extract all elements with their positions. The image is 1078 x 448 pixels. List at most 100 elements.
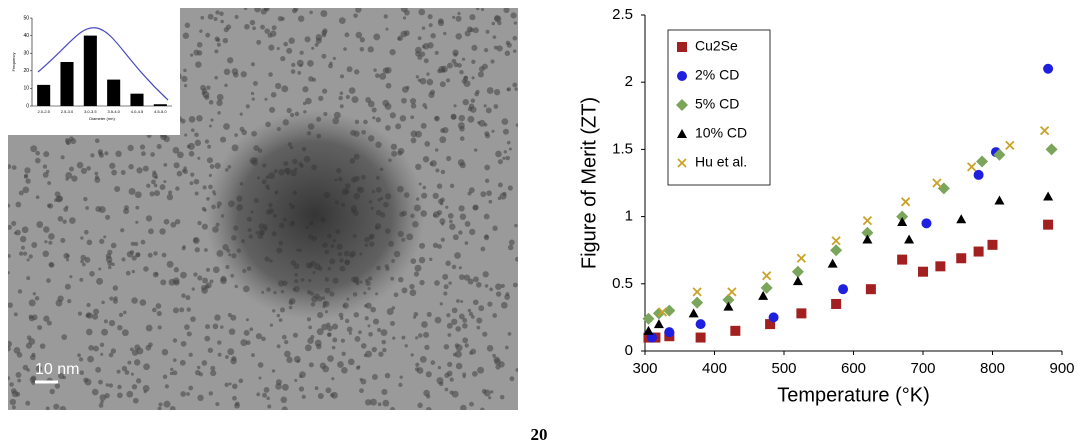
particle (468, 187, 475, 194)
particle (446, 322, 453, 329)
x-tick-label: 2.0-2.5 (37, 109, 50, 114)
particle (250, 91, 255, 96)
particle (373, 68, 377, 72)
particle (243, 329, 250, 336)
particle (227, 312, 232, 318)
particle (409, 289, 417, 297)
particle (329, 61, 333, 66)
particle (103, 319, 108, 324)
particle (168, 190, 173, 195)
particle (172, 358, 177, 362)
particle (409, 97, 417, 105)
particle (212, 266, 220, 274)
particle (424, 106, 428, 110)
particle (436, 377, 444, 385)
particle (390, 320, 396, 326)
particle (434, 280, 440, 286)
particle (199, 29, 203, 33)
particle (386, 308, 394, 316)
particle (483, 234, 490, 241)
marker (827, 258, 838, 268)
particle (457, 11, 461, 16)
particle (427, 14, 433, 20)
particle (318, 95, 324, 102)
particle (35, 150, 41, 156)
particle (414, 264, 422, 272)
legend-label: 5% CD (695, 96, 739, 112)
particle (493, 104, 499, 109)
particle (224, 355, 229, 359)
particle (503, 150, 507, 154)
particle (132, 397, 139, 404)
particle (213, 17, 218, 22)
particle (15, 391, 21, 397)
particle (8, 346, 11, 352)
legend-marker (677, 71, 687, 81)
particle (143, 363, 150, 371)
particle (166, 193, 174, 201)
particle (141, 151, 146, 157)
particle (176, 151, 184, 159)
particle (42, 171, 49, 178)
particle (251, 353, 255, 358)
particle (449, 219, 453, 224)
particle (271, 25, 277, 31)
particle (440, 237, 445, 242)
particle (12, 405, 16, 410)
particle (55, 299, 63, 307)
particle (478, 119, 486, 127)
particle (304, 344, 312, 352)
particle (219, 11, 224, 17)
particle (220, 325, 224, 329)
particle (371, 346, 377, 353)
particle (463, 274, 471, 281)
particle (446, 370, 453, 377)
particle (28, 299, 36, 307)
particle (25, 400, 31, 406)
particle (104, 151, 109, 156)
particle (331, 391, 338, 399)
particle (280, 55, 286, 62)
particle (365, 350, 373, 358)
particle (44, 240, 48, 244)
bar (60, 62, 74, 106)
particle (514, 87, 518, 91)
particle (476, 317, 483, 324)
particle (315, 34, 323, 41)
particle (379, 72, 387, 80)
particle (142, 384, 150, 392)
marker (865, 284, 876, 295)
particle (497, 196, 502, 201)
particle (331, 323, 339, 330)
particle (476, 281, 482, 288)
particle (439, 136, 447, 144)
particle (281, 383, 289, 391)
particle (508, 239, 515, 246)
marker (904, 234, 915, 244)
particle (440, 128, 445, 134)
particle (443, 31, 447, 36)
particle (143, 266, 149, 272)
particle (509, 376, 515, 382)
marker (761, 271, 772, 281)
particle (260, 24, 265, 30)
particle (296, 359, 300, 363)
particle (382, 99, 390, 107)
x-tick-label: 900 (1049, 360, 1074, 377)
particle (217, 340, 222, 345)
particle (510, 12, 517, 19)
particle (446, 62, 453, 69)
particle (256, 39, 262, 45)
particle (258, 376, 262, 380)
particle (445, 260, 451, 267)
particle (89, 270, 95, 277)
particle (343, 47, 347, 51)
particle (164, 384, 170, 389)
particle (426, 311, 432, 318)
particle (232, 395, 237, 401)
particle (463, 75, 469, 81)
particle (488, 396, 492, 400)
particle (92, 313, 99, 320)
particle (214, 314, 221, 321)
particle (354, 335, 361, 342)
